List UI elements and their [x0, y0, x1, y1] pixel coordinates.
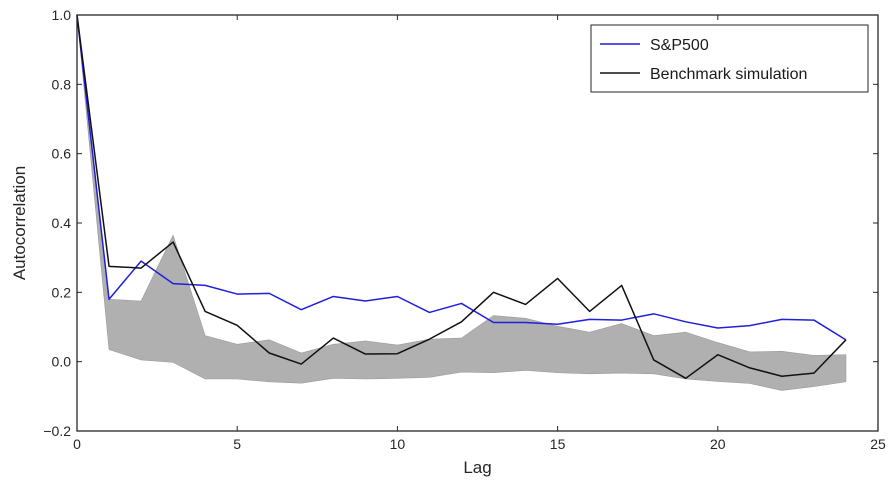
x-axis-label: Lag — [463, 458, 491, 477]
legend-box — [590, 24, 869, 93]
y-tick-label: −0.2 — [43, 423, 71, 439]
series-line-benchmark-simulation — [76, 14, 847, 380]
series-layer — [76, 14, 847, 380]
y-tick-label: 0.6 — [52, 146, 72, 162]
x-tick-label: 20 — [710, 436, 726, 452]
x-tick-label: 5 — [233, 436, 241, 452]
y-tick-label: 0.4 — [52, 215, 72, 231]
x-tick-label: 15 — [550, 436, 566, 452]
x-tick-label: 0 — [73, 436, 81, 452]
series-line-s-p500 — [76, 14, 847, 341]
x-tick-label: 25 — [870, 436, 886, 452]
legend-label-sp500: S&P500 — [650, 37, 709, 54]
y-tick-label: 0.0 — [52, 354, 72, 370]
y-axis-label: Autocorrelation — [10, 166, 29, 280]
legend: S&P500 Benchmark simulation — [590, 24, 869, 93]
y-tick-label: 0.8 — [52, 76, 72, 92]
tick-layer: 0 5 10 15 20 25 −0.2 0.0 0.2 0.4 0.6 0.8 1.0 — [43, 7, 886, 452]
y-tick-label: 0.2 — [52, 284, 72, 300]
confidence-band — [76, 14, 847, 391]
legend-label-benchmark: Benchmark simulation — [650, 66, 807, 83]
band-layer — [76, 14, 847, 391]
x-tick-label: 10 — [390, 436, 406, 452]
y-tick-label: 1.0 — [52, 7, 72, 23]
